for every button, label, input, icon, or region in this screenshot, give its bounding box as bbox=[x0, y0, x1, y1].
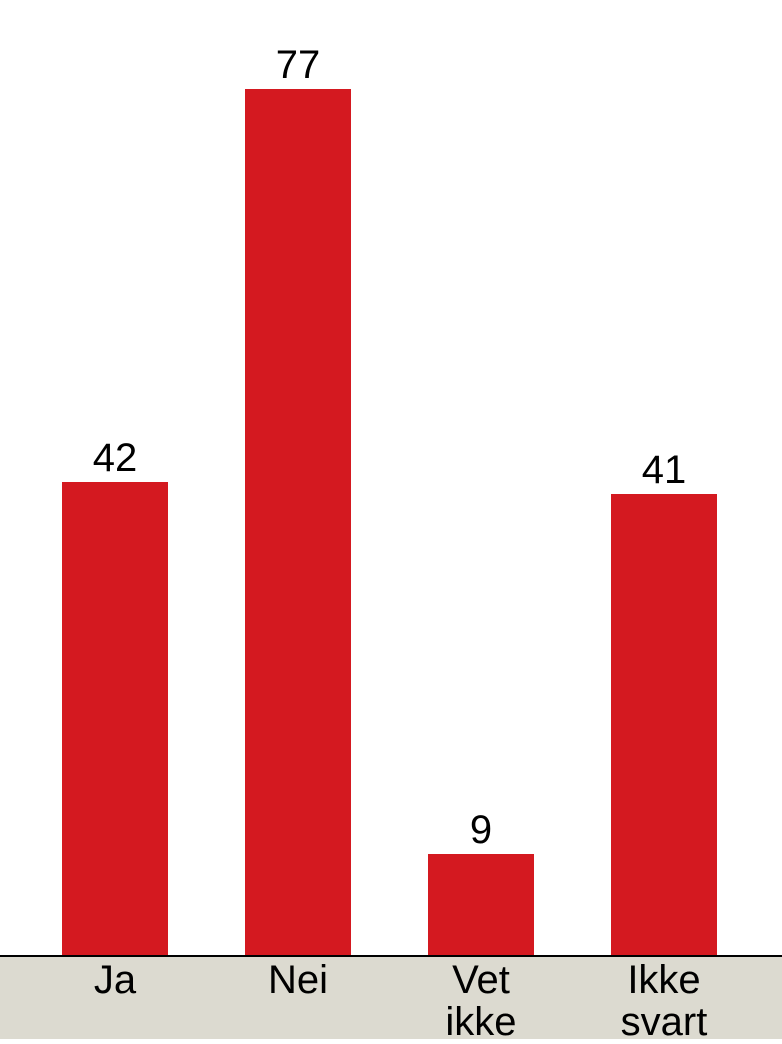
bar-value-label: 41 bbox=[611, 448, 717, 493]
x-axis: Ja Nei Vetikke Ikkesvart bbox=[0, 955, 782, 1039]
bar-value-label: 9 bbox=[428, 808, 534, 853]
tick-label-ikke-svart: Ikkesvart bbox=[574, 959, 754, 1043]
bar-ja: 42 bbox=[62, 482, 168, 955]
tick-label-nei: Nei bbox=[208, 959, 388, 1001]
tick-label-vet-ikke: Vetikke bbox=[391, 959, 571, 1043]
bar-nei: 77 bbox=[245, 89, 351, 955]
bar-ikke-svart: 41 bbox=[611, 494, 717, 955]
bar-chart: 42 77 9 41 Ja Nei Vetikke Ikkesvart bbox=[0, 0, 782, 1039]
bar-value-label: 77 bbox=[245, 43, 351, 88]
bar-value-label: 42 bbox=[62, 436, 168, 481]
bar-vet-ikke: 9 bbox=[428, 854, 534, 955]
plot-area: 42 77 9 41 bbox=[0, 0, 782, 955]
tick-label-ja: Ja bbox=[25, 959, 205, 1001]
